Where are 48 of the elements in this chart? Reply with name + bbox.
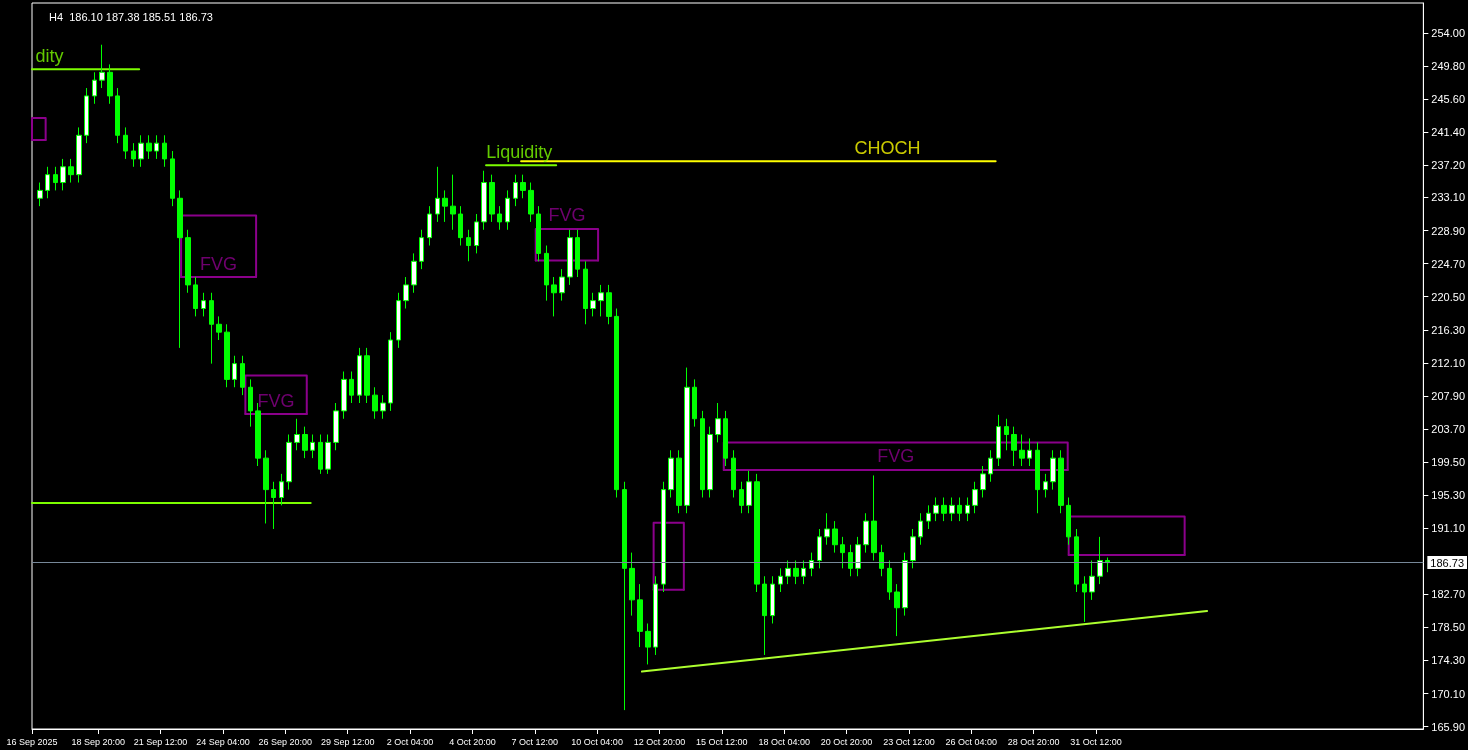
x-tick-label: 29 Sep 12:00 [320,736,375,747]
x-tick-label: 23 Oct 12:00 [883,736,935,747]
x-tick-label: 18 Oct 04:00 [758,736,810,747]
x-tick-label: 21 Sep 12:00 [133,736,188,747]
y-tick-label: 178.50 [1431,621,1466,634]
y-tick-label: 174.30 [1431,654,1466,667]
x-tick-label: 7 Oct 12:00 [511,736,559,747]
y-tick-label: 254.00 [1431,26,1466,39]
annotation: FVG [548,205,586,226]
text: H4 186.10 187.38 185.51 186.73 [49,10,213,23]
x-tick-label: 10 Oct 04:00 [571,736,623,747]
x-tick-label: 26 Sep 20:00 [258,736,313,747]
x-tick-label: 16 Sep 2025 [6,736,58,747]
x-tick-label: 18 Sep 20:00 [71,736,126,747]
annotation: Liquidity [486,141,553,162]
ref-line-label: 186.73 [1430,556,1465,569]
annotation: FVG [200,253,238,274]
y-tick-label: 220.50 [1431,290,1466,303]
annotation: FVG [877,446,915,467]
y-tick-label: 207.90 [1431,389,1466,402]
x-tick-label: 26 Oct 04:00 [945,736,998,747]
y-tick-label: 241.40 [1431,126,1466,139]
y-tick-label: 233.10 [1431,191,1466,204]
x-tick-label: 28 Oct 20:00 [1007,736,1060,747]
y-tick-label: 216.30 [1431,323,1466,336]
x-tick-label: 4 Oct 20:00 [449,736,496,747]
y-tick-label: 195.30 [1431,489,1466,502]
x-tick-label: 24 Sep 04:00 [196,736,250,747]
y-tick-label: 165.90 [1431,720,1466,733]
x-tick-label: 12 Oct 20:00 [633,736,686,747]
y-tick-label: 203.70 [1431,422,1466,435]
x-tick-label: 15 Oct 12:00 [696,736,748,747]
annotation: CHOCH [854,137,921,158]
annotation: FVG [257,390,295,411]
y-tick-label: 228.90 [1431,224,1466,237]
x-tick-label: 20 Oct 20:00 [820,736,873,747]
y-tick-label: 249.80 [1431,59,1466,72]
x-tick-label: 2 Oct 04:00 [386,736,434,747]
y-tick-label: 212.10 [1431,356,1466,369]
y-tick-label: 170.10 [1431,687,1466,700]
annotation: dity [35,45,64,66]
y-tick-label: 237.20 [1431,159,1466,172]
y-tick-label: 182.70 [1431,588,1466,601]
y-tick-label: 245.60 [1431,93,1466,106]
x-tick-label: 31 Oct 12:00 [1070,736,1122,747]
y-tick-label: 224.70 [1431,257,1466,270]
y-tick-label: 191.10 [1431,522,1466,535]
y-tick-label: 199.50 [1431,456,1466,469]
